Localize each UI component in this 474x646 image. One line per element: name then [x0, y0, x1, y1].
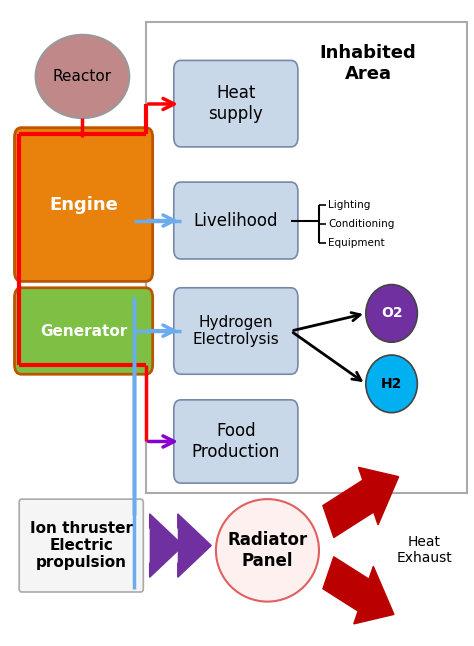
FancyBboxPatch shape — [174, 400, 298, 483]
Text: Equipment: Equipment — [328, 238, 385, 248]
FancyBboxPatch shape — [15, 287, 153, 374]
Ellipse shape — [366, 285, 417, 342]
Text: Ion thruster
Electric
propulsion: Ion thruster Electric propulsion — [30, 521, 133, 570]
FancyBboxPatch shape — [174, 287, 298, 374]
FancyBboxPatch shape — [174, 182, 298, 259]
Text: Engine: Engine — [49, 196, 118, 214]
Text: Inhabited
Area: Inhabited Area — [320, 44, 417, 83]
Polygon shape — [150, 514, 183, 578]
Text: Lighting: Lighting — [328, 200, 371, 209]
Text: Hydrogen
Electrolysis: Hydrogen Electrolysis — [192, 315, 279, 347]
Ellipse shape — [366, 355, 417, 413]
Text: Generator: Generator — [40, 324, 127, 339]
Text: H2: H2 — [381, 377, 402, 391]
Text: Heat
supply: Heat supply — [209, 84, 263, 123]
Text: Conditioning: Conditioning — [328, 219, 395, 229]
Ellipse shape — [216, 499, 319, 601]
Text: Livelihood: Livelihood — [193, 211, 278, 229]
Text: Heat
Exhaust: Heat Exhaust — [397, 536, 452, 565]
Polygon shape — [323, 467, 399, 537]
FancyBboxPatch shape — [15, 128, 153, 282]
Text: Radiator
Panel: Radiator Panel — [228, 531, 308, 570]
Polygon shape — [178, 514, 211, 578]
Polygon shape — [323, 557, 394, 624]
Text: Reactor: Reactor — [53, 69, 112, 84]
FancyBboxPatch shape — [174, 61, 298, 147]
Text: O2: O2 — [381, 306, 402, 320]
Text: Food
Production: Food Production — [191, 422, 280, 461]
FancyBboxPatch shape — [19, 499, 143, 592]
Ellipse shape — [36, 35, 129, 118]
Bar — [146, 22, 466, 493]
